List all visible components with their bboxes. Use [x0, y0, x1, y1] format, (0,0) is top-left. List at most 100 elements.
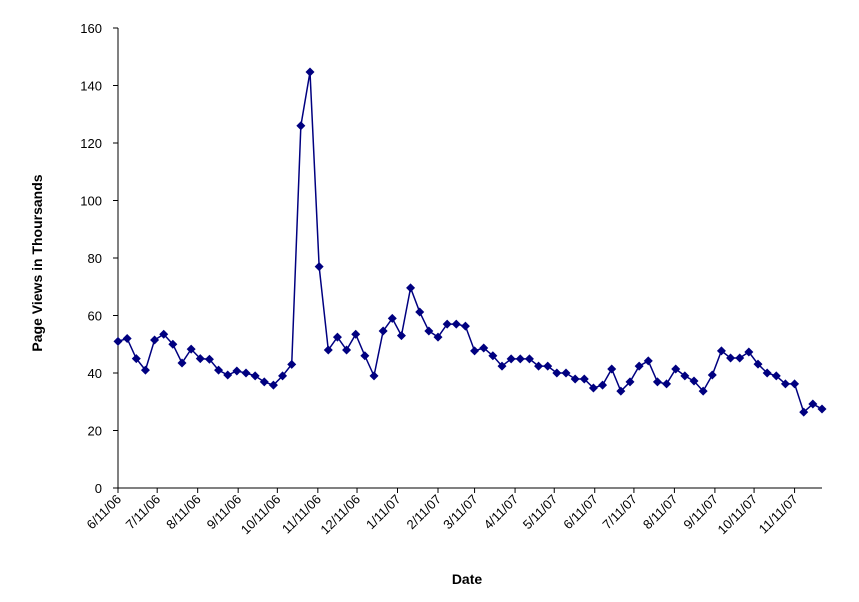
data-point	[369, 371, 379, 381]
data-point	[671, 364, 681, 374]
data-point	[268, 380, 278, 390]
data-point	[790, 379, 800, 389]
data-point	[735, 353, 745, 363]
data-point	[360, 351, 370, 361]
data-point	[195, 354, 205, 364]
y-tick-label: 40	[88, 366, 102, 381]
data-point	[570, 374, 580, 384]
x-tick-label: 6/11/06	[84, 492, 125, 533]
data-point	[314, 262, 324, 272]
data-point	[451, 319, 461, 329]
data-point	[652, 377, 662, 387]
y-tick-label: 20	[88, 424, 102, 439]
data-point	[726, 353, 736, 363]
data-point	[689, 376, 699, 386]
data-point	[406, 283, 416, 293]
data-point	[332, 332, 342, 342]
data-point	[808, 399, 818, 409]
y-tick-label: 0	[95, 481, 102, 496]
data-point	[799, 407, 809, 417]
x-tick-label: 8/11/07	[640, 492, 681, 533]
data-point	[296, 121, 306, 131]
x-tick-label: 1/11/07	[363, 492, 404, 533]
data-point	[534, 361, 544, 371]
data-point	[122, 334, 132, 343]
data-point	[588, 383, 598, 393]
data-point	[442, 319, 452, 329]
data-point	[150, 335, 160, 345]
data-point	[204, 354, 214, 364]
data-point	[378, 326, 388, 336]
y-tick-label: 160	[80, 21, 102, 36]
data-point	[415, 307, 425, 317]
data-point	[323, 345, 333, 355]
x-tick-label: 6/11/07	[560, 492, 601, 533]
y-tick-label: 80	[88, 251, 102, 266]
x-tick-label: 12/11/06	[317, 492, 363, 538]
data-point	[753, 359, 763, 369]
x-tick-label: 3/11/07	[440, 492, 481, 533]
data-point	[479, 343, 489, 353]
data-point	[716, 346, 726, 356]
x-tick-label: 10/11/07	[714, 492, 760, 538]
data-point	[433, 332, 443, 342]
data-point	[470, 346, 480, 356]
data-point	[771, 371, 781, 381]
data-point	[186, 344, 196, 354]
data-point	[506, 354, 516, 364]
x-tick-label: 8/11/06	[163, 492, 204, 533]
data-point	[287, 359, 297, 369]
y-tick-label: 60	[88, 309, 102, 324]
data-point	[232, 366, 242, 376]
data-point	[241, 368, 251, 378]
data-point	[387, 313, 397, 323]
data-point	[460, 321, 470, 331]
x-tick-label: 11/11/06	[279, 492, 324, 537]
x-tick-label: 7/11/06	[123, 492, 164, 533]
data-point	[223, 370, 233, 380]
data-point	[698, 386, 708, 396]
y-axis-title: Page Views in Thoursands	[29, 174, 45, 351]
data-point	[342, 345, 352, 355]
x-tick-label: 7/11/07	[599, 492, 640, 533]
x-tick-label: 11/11/07	[756, 492, 801, 537]
data-point	[250, 371, 260, 381]
x-axis-title: Date	[452, 571, 483, 587]
data-point	[616, 386, 626, 396]
data-point	[113, 336, 123, 346]
y-tick-label: 100	[80, 194, 102, 209]
data-point	[497, 361, 507, 371]
data-point	[543, 361, 553, 371]
data-point	[662, 379, 672, 389]
data-point	[552, 368, 562, 378]
data-point	[168, 339, 178, 349]
x-tick-label: 5/11/07	[520, 492, 561, 533]
data-point	[305, 67, 315, 77]
data-point	[515, 354, 525, 364]
data-point	[680, 371, 690, 381]
x-tick-label: 2/11/07	[404, 492, 445, 533]
x-tick-label: 10/11/06	[238, 492, 284, 538]
data-point	[177, 358, 187, 368]
data-point	[396, 331, 406, 341]
data-point	[214, 365, 224, 375]
data-point	[140, 365, 150, 375]
data-point	[579, 374, 589, 384]
data-point	[278, 371, 288, 381]
data-point	[780, 379, 790, 389]
series-line	[117, 71, 823, 414]
data-point	[159, 329, 169, 339]
data-point	[707, 370, 717, 380]
data-point	[524, 354, 534, 364]
data-point	[131, 354, 141, 364]
data-point	[598, 380, 608, 390]
data-point	[607, 364, 617, 374]
data-point	[351, 329, 361, 339]
x-tick-label: 4/11/07	[481, 492, 522, 533]
y-tick-label: 140	[80, 79, 102, 94]
data-point	[817, 404, 827, 414]
data-point	[488, 351, 498, 361]
data-point	[643, 356, 653, 366]
data-point	[744, 347, 754, 357]
